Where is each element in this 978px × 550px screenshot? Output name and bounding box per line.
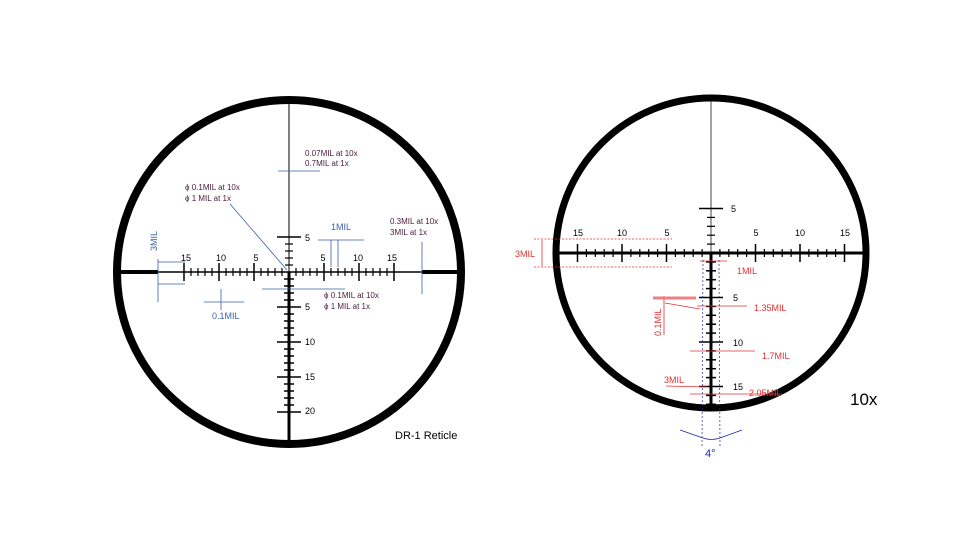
left-dimension-lines: [157, 170, 423, 310]
left-v-label: 5: [305, 302, 310, 312]
left-note: 0.7MIL at 1x: [305, 159, 349, 168]
right-red-dimension-lines: [541, 240, 782, 395]
left-ticks: [183, 236, 395, 413]
left-reticle: 15 10 5 5 10 15 5 5 10 15 20 0.07MIL at …: [113, 96, 465, 448]
left-h-label: 15: [387, 253, 397, 263]
right-h-label: 5: [753, 228, 758, 238]
left-v-label: 20: [305, 406, 315, 416]
left-title: DR-1 Reticle: [395, 430, 457, 442]
right-scope-ring: [552, 94, 870, 412]
right-h-label: 5: [664, 228, 669, 238]
right-note: 1MIL: [737, 266, 757, 276]
left-note: 3MIL: [149, 231, 159, 251]
left-note: ϕ 1 MIL at 1x: [324, 302, 370, 311]
left-note: 0.1MIL: [212, 311, 240, 321]
right-ticks: [576, 207, 846, 406]
left-note: 3MIL at 1x: [390, 228, 427, 237]
right-v-label: 15: [733, 382, 743, 392]
left-v-label: 5: [305, 233, 310, 243]
right-note: 2.05MIL: [749, 388, 782, 398]
right-note: 0.1MIL: [653, 308, 663, 336]
left-h-label: 5: [320, 253, 325, 263]
right-h-label: 15: [573, 228, 583, 238]
right-angle-arc: [679, 429, 743, 440]
right-h-label: 15: [840, 228, 850, 238]
right-reticle: 15 10 5 5 10 15 5 5 10 15 3MIL 1MIL 0.1M…: [515, 94, 878, 460]
left-scope-ring: [113, 96, 465, 448]
left-v-label: 15: [305, 372, 315, 382]
magnification-label: 10x: [850, 390, 878, 409]
left-v-label: 10: [305, 337, 315, 347]
right-note: 3MIL: [664, 375, 684, 385]
right-red-guides: [534, 238, 672, 268]
left-note: ϕ 1 MIL at 1x: [185, 194, 231, 203]
right-note: 1.7MIL: [762, 351, 790, 361]
left-note: ϕ 0.1MIL at 10x: [185, 183, 240, 192]
right-v-label: 5: [731, 204, 736, 214]
left-h-label: 5: [253, 253, 258, 263]
right-h-label: 10: [617, 228, 627, 238]
left-h-label: 10: [353, 253, 363, 263]
right-note: 1.35MIL: [754, 303, 787, 313]
left-note: ϕ 0.1MIL at 10x: [324, 291, 379, 300]
left-note: 0.3MIL at 10x: [390, 217, 438, 226]
right-h-label: 10: [795, 228, 805, 238]
right-v-label: 10: [733, 338, 743, 348]
right-angle-label: 4°: [705, 448, 716, 460]
right-note: 3MIL: [515, 249, 535, 259]
left-note: 0.07MIL at 10x: [305, 149, 358, 158]
left-note: 1MIL: [331, 222, 351, 232]
left-h-label: 15: [181, 253, 191, 263]
left-h-label: 10: [216, 253, 226, 263]
right-angle-guides: [701, 259, 721, 449]
right-v-label: 5: [733, 293, 738, 303]
